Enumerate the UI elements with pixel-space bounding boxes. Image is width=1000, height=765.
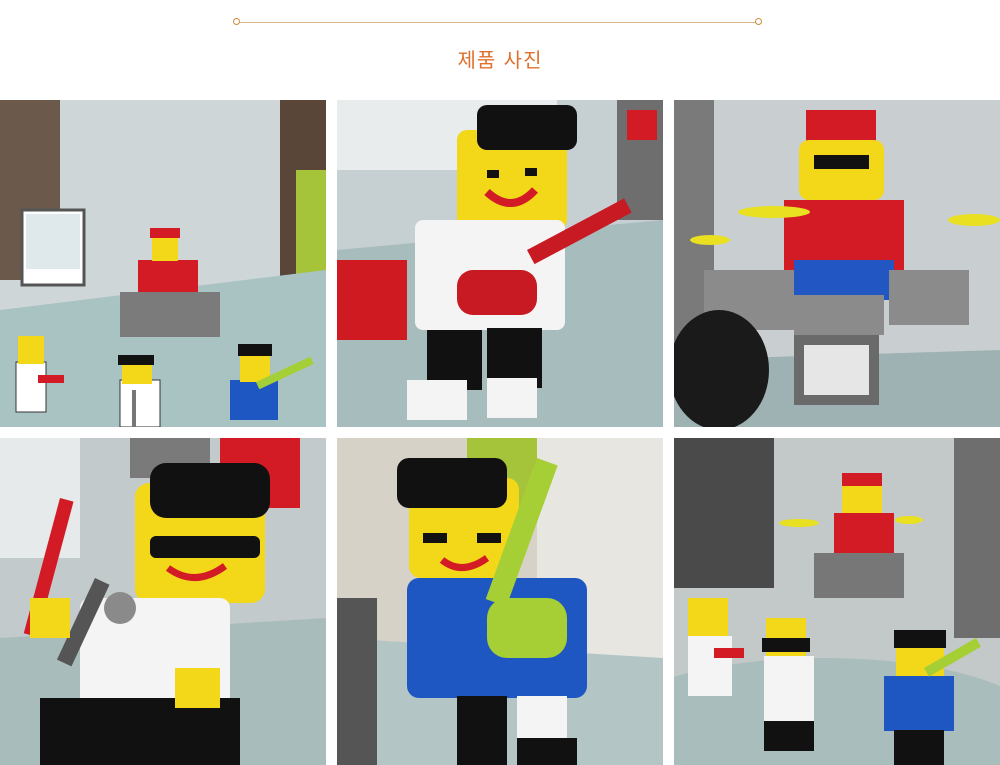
photo-singer-sunglasses[interactable] (0, 438, 326, 765)
photo-gallery (0, 100, 1000, 765)
section-title: 제품 사진 (457, 48, 543, 72)
divider-dot-right (755, 18, 762, 25)
photo-band-lineup[interactable] (0, 100, 326, 427)
divider-dot-left (233, 18, 240, 25)
photo-band-lineup-alt[interactable] (674, 438, 1000, 765)
photo-guitarist-blue[interactable] (337, 438, 663, 765)
header-divider (240, 22, 760, 23)
photo-guitarist-white[interactable] (337, 100, 663, 427)
section-header: 제품 사진 (0, 0, 1000, 100)
photo-drummer-red[interactable] (674, 100, 1000, 427)
